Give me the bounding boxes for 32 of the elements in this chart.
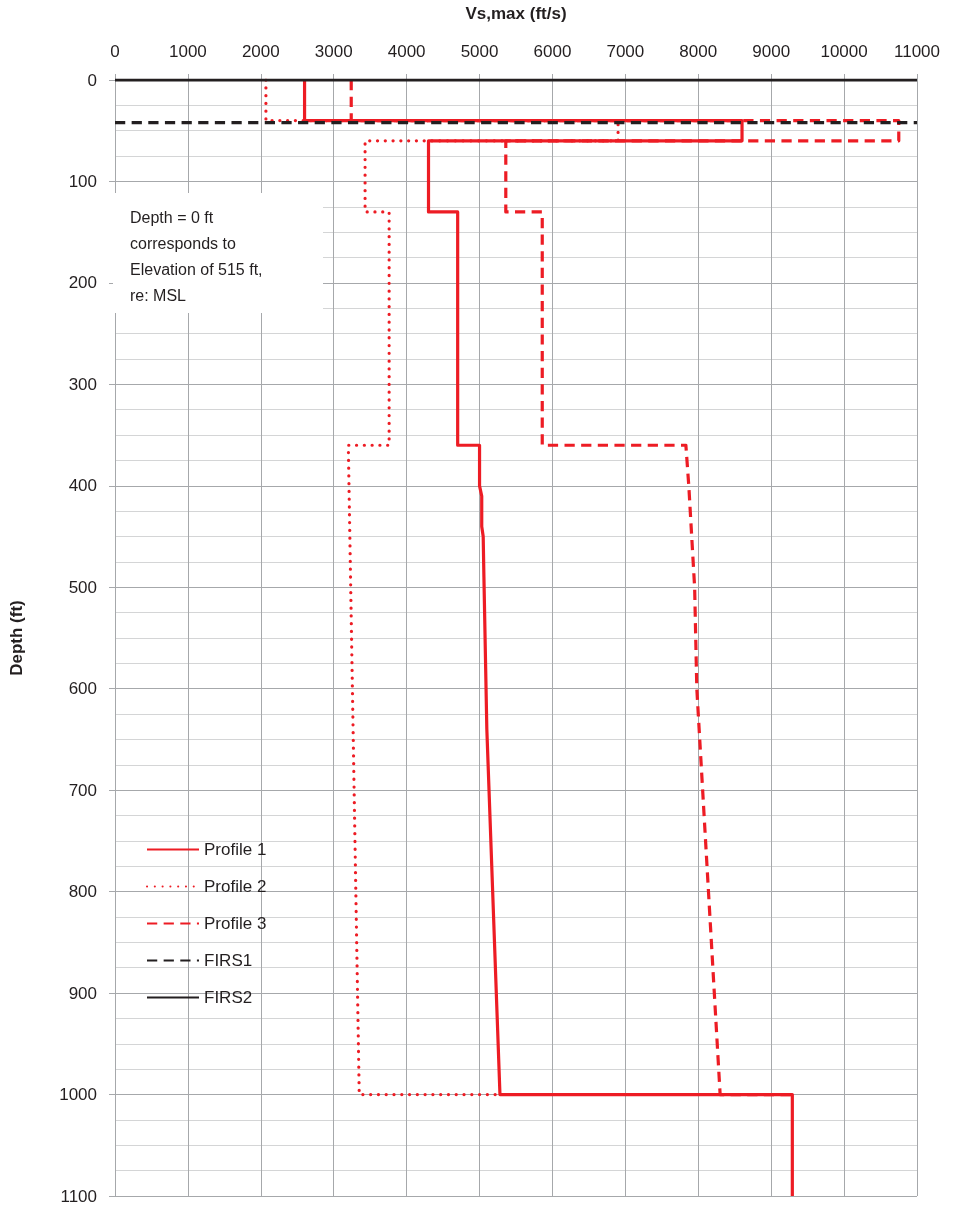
x-tick-label: 5000 [460,42,499,61]
y-tick-label: 600 [68,679,97,699]
x-tick-label: 10000 [820,42,868,61]
y-tick-label: 0 [87,70,97,90]
legend-label: Profile 1 [204,840,267,859]
y-tick-label: 900 [68,983,97,1003]
x-tick-label: 2000 [241,42,280,61]
legend-label: Profile 3 [204,914,267,933]
y-tick-label: 400 [68,476,97,496]
y-tick-label: 300 [68,374,97,394]
x-tick-label: 1000 [169,42,207,61]
y-tick-label: 500 [68,577,97,597]
legend-label: Profile 2 [204,877,267,896]
x-tick-label: 9000 [752,42,791,61]
x-tick-label: 8000 [679,42,718,61]
y-tick-label: 1100 [60,1186,97,1206]
legend-label: FIRS1 [204,951,253,970]
y-axis-title: Depth (ft) [7,600,26,676]
x-tick-label: 4000 [387,42,426,61]
annotation: Depth = 0 ft corresponds to Elevation of 515 ft, re: MSL [130,208,264,306]
x-tick-label: 7000 [606,42,645,61]
x-tick-label: 3000 [314,42,353,61]
x-tick-label: 0 [110,42,120,61]
y-tick-label: 700 [68,780,97,800]
x-axis-title: Vs,max (ft/s) [465,4,567,23]
y-tick-label: 200 [68,273,97,293]
x-tick-label: 11000 [893,42,941,61]
y-tick-label: 800 [68,882,97,902]
y-tick-label: 100 [68,171,97,191]
legend-label: FIRS2 [204,988,253,1007]
x-tick-label: 6000 [533,42,572,61]
y-tick-label: 1000 [59,1085,97,1105]
